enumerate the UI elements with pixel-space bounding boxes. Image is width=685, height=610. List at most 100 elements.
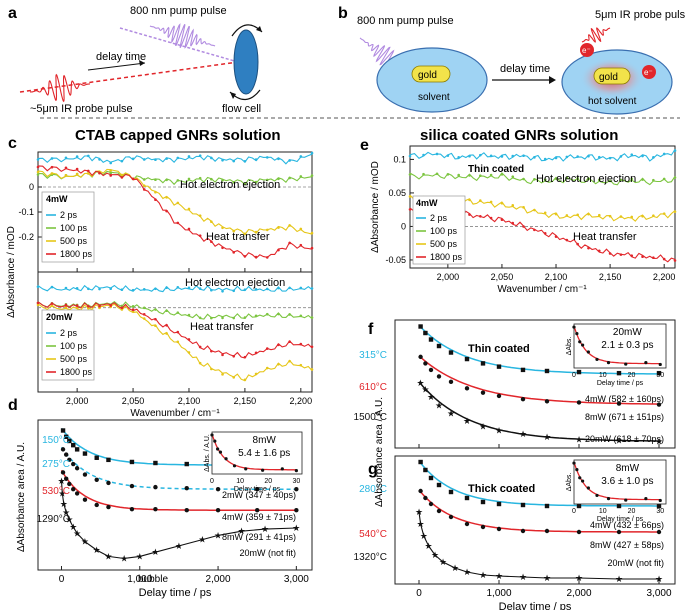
data-point (187, 351, 191, 354)
square-marker (656, 370, 662, 376)
square-marker (184, 461, 189, 467)
data-point (232, 289, 236, 293)
circle-marker (215, 487, 221, 492)
data-point (154, 198, 157, 202)
chart-f: 4mW (582 ± 160ps)8mW (671 ± 151ps)★★★★★★… (354, 319, 676, 449)
data-point (109, 174, 112, 177)
data-point (673, 210, 677, 213)
data-point (597, 249, 601, 253)
square-marker (94, 455, 99, 460)
guide-line (60, 480, 297, 560)
data-point (310, 151, 314, 155)
circle-marker (153, 484, 158, 490)
data-point (662, 177, 666, 181)
data-point (554, 177, 558, 180)
series-line (409, 149, 676, 162)
star-marker: ★ (417, 519, 425, 529)
x-axis-label: Wavenumber / cm⁻¹ (497, 284, 587, 295)
inset-x-tick: 20 (264, 478, 272, 485)
data-point (176, 156, 180, 160)
delay-label-b: delay time (500, 63, 550, 75)
data-point (176, 340, 180, 344)
circle-marker (82, 497, 88, 502)
circle-marker (60, 470, 66, 475)
data-point (154, 190, 157, 194)
inset-x-tick: 20 (628, 372, 636, 379)
inset-point (216, 447, 220, 451)
circle-marker (184, 508, 189, 513)
circle-marker (428, 367, 434, 373)
data-point (254, 230, 258, 234)
data-point (288, 359, 291, 363)
circle-marker (448, 379, 454, 385)
star-marker: ★ (427, 392, 435, 402)
data-point (277, 343, 280, 347)
temperature-label: 275°C (42, 459, 70, 470)
inset-x-tick: 10 (599, 372, 607, 379)
inset-y-label: ΔAbs. / A.U. (204, 434, 211, 472)
data-point (75, 172, 79, 176)
data-point (587, 177, 590, 181)
series-label: 4mW (432 ± 66ps) (590, 520, 664, 530)
data-point (641, 255, 644, 258)
legend-box (41, 309, 95, 381)
square-marker (418, 324, 423, 329)
data-point (36, 285, 40, 289)
data-point (673, 176, 677, 179)
star-marker: ★ (447, 408, 455, 418)
data-point (98, 171, 101, 175)
data-point (254, 351, 258, 355)
schematic-b: 800 nm pump pulse gold solvent delay tim… (357, 9, 685, 115)
y-tick-label: 0.1 (393, 154, 406, 164)
data-point (176, 330, 180, 334)
data-point (50, 157, 54, 160)
y-tick-label: 0 (29, 182, 34, 192)
data-point (608, 156, 612, 160)
inset-point (578, 340, 582, 344)
star-marker: ★ (519, 429, 527, 439)
star-marker: ★ (543, 432, 551, 442)
data-point (165, 332, 168, 335)
data-point (98, 287, 101, 291)
x-tick-label: 2,050 (122, 396, 145, 406)
x-tick-label: 2,000 (437, 272, 460, 282)
star-marker: ★ (198, 535, 206, 545)
circle-marker (423, 495, 428, 501)
data-point (608, 214, 612, 218)
data-point (210, 177, 213, 181)
inset-point (644, 497, 648, 501)
inset-x-label: Delay time / ps (234, 486, 281, 493)
data-point (619, 155, 623, 158)
flow-arrow-bottom-head (230, 92, 236, 99)
inset-point (578, 476, 582, 480)
data-point (489, 200, 493, 204)
inset-point (224, 457, 228, 461)
star-marker: ★ (655, 436, 663, 446)
data-point (36, 170, 40, 174)
series-label: 4mW (582 ± 160ps) (585, 394, 664, 404)
square-marker (520, 367, 526, 373)
data-point (288, 313, 291, 316)
y-axis-label: ΔAbsorbance / mOD (370, 161, 381, 253)
inset-x-tick: 30 (656, 508, 664, 515)
inset-power-label: 8mW (253, 435, 277, 446)
data-point (533, 208, 536, 212)
square-marker (616, 503, 622, 509)
legend-power: 4mW (416, 198, 438, 208)
data-point (288, 286, 291, 290)
data-point (554, 212, 558, 216)
probe-label-a: ~5μm IR probe pulse (30, 103, 133, 115)
inset-point (218, 450, 223, 454)
data-point (154, 308, 157, 311)
data-point (109, 304, 112, 307)
series-label: 8mW (291 ± 41ps) (222, 532, 296, 542)
legend-power: 4mW (46, 194, 68, 204)
annotation-heat-transfer: Heat transfer (206, 231, 270, 243)
star-marker: ★ (214, 530, 222, 540)
data-point (299, 243, 303, 247)
right-section-title: silica coated GNRs solution (420, 127, 618, 144)
data-point (221, 246, 224, 250)
data-point (254, 180, 258, 184)
data-point (597, 155, 601, 159)
series-label: 20mW (618 ± 70ps) (585, 434, 664, 444)
